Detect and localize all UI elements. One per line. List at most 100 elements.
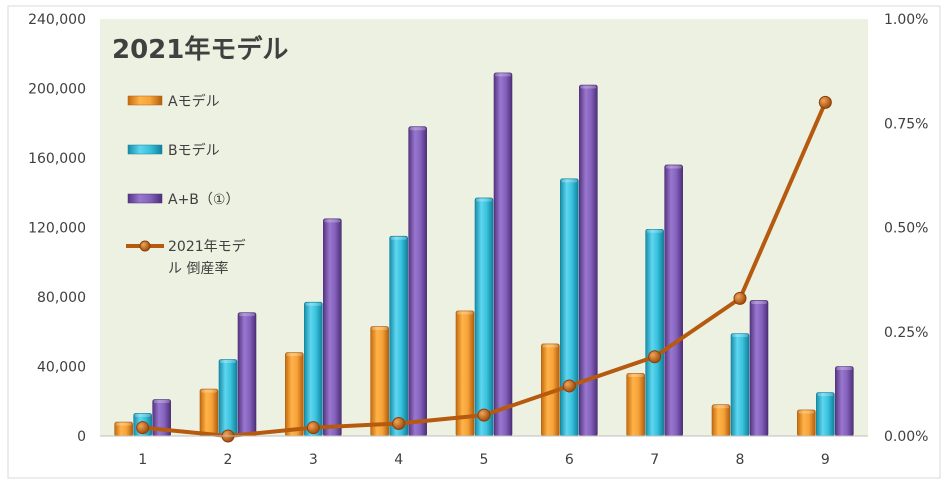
bar-a-body [370,326,389,437]
legend: Aモデル Bモデル A+B（①） 2021年モデ ル 倒産率 [126,93,246,277]
right-tick-label: 1.00% [884,12,928,28]
bar-b [645,228,664,437]
bar-b-body [474,197,494,437]
bar-ab [408,126,427,437]
bar-b-body [560,178,579,437]
x-tick-label: 1 [138,452,147,468]
bar-a [797,409,816,437]
bar-ab-highlight [239,313,255,317]
bar-ab-body [493,72,513,437]
bar-ab-highlight [751,300,767,304]
left-axis: 0 40,000 80,000 120,000 160,000 200,000 240,00… [28,12,86,445]
bar-ab-highlight [495,73,511,77]
bar-a-body [797,409,816,437]
bar-a [114,421,133,437]
bar-a-body [199,388,219,437]
bar-ab [749,300,769,437]
x-tick-label: 7 [650,452,659,468]
bar-ab-highlight [836,367,853,370]
bar-b-highlight [134,413,151,417]
left-tick-label: 120,000 [28,221,86,237]
x-tick-label: 4 [394,452,403,468]
x-tick-label: 5 [480,452,489,468]
bar-b [304,301,323,437]
x-axis: 1 2 3 4 5 6 7 8 9 [138,452,830,468]
bar-a [711,404,731,437]
line-point [562,379,576,393]
legend-label-line-2: ル 倒産率 [168,260,228,277]
bar-ab [237,312,257,437]
legend-label-ab: A+B（①） [168,192,239,208]
legend-swatch-b [127,144,163,155]
x-tick-label: 2 [224,452,233,468]
bar-b-highlight [390,236,407,240]
bar-a [285,352,304,437]
bar-a-highlight [371,327,388,331]
bar-b-highlight [476,198,492,202]
bar-b-highlight [646,229,663,233]
bar-b-highlight [305,302,322,306]
bar-ab-body [408,126,427,437]
bar-b-highlight [220,360,236,364]
bar-b-body [645,228,664,437]
legend-label-a: Aモデル [168,93,220,110]
bar-b-body [304,301,323,437]
bar-ab-body [237,312,257,437]
bar-b [560,178,579,437]
line-point [648,350,662,364]
line-point [818,95,832,109]
left-tick-label: 80,000 [37,290,86,306]
line-point [306,421,320,435]
bar-ab-body [323,218,342,437]
bar-a-highlight [115,422,132,426]
bar-b [816,392,835,437]
x-tick-label: 8 [736,452,745,468]
bar-b-body [816,392,835,437]
bar-a [626,373,645,437]
legend-swatch-ab [127,193,163,204]
legend-swatch-a [127,95,163,106]
bar-ab [493,72,513,437]
bar-ab-highlight [409,127,426,131]
bar-a-highlight [798,410,815,414]
bar-a-highlight [201,389,217,393]
bar-ab-body [749,300,769,437]
bar-a-highlight [713,405,729,409]
legend-label-line-1: 2021年モデ [168,238,246,255]
right-axis: 0.00% 0.25% 0.50% 0.75% 1.00% [884,12,928,445]
bar-a-body [285,352,304,437]
line-series [136,95,832,443]
line-point [477,408,491,422]
bar-a-highlight [286,353,303,357]
right-tick-label: 0.50% [884,221,928,237]
bar-ab-highlight [153,400,170,404]
line-point [733,291,747,305]
x-tick-label: 3 [309,452,318,468]
right-tick-label: 0.00% [884,429,928,445]
bar-b-highlight [817,393,834,397]
bar-a-highlight [457,311,473,315]
bar-a [199,388,219,437]
bar-ab-body [835,366,854,437]
bar-b-body [730,333,750,437]
bar-ab-highlight [324,219,341,223]
bar-b-highlight [561,179,578,183]
bar-a-body [711,404,731,437]
bar-ab [664,164,683,437]
left-tick-label: 200,000 [28,82,86,98]
bar-b-body [389,235,408,437]
x-tick-label: 9 [821,452,830,468]
bar-ab-body [664,164,683,437]
left-tick-label: 160,000 [28,151,86,167]
bar-a-highlight [542,344,559,348]
bar-b [474,197,494,437]
chart-title: 2021年モデル [112,34,288,65]
bar-ab [835,366,854,437]
bar-b-highlight [732,333,748,337]
right-tick-label: 0.75% [884,116,928,132]
bar-a [370,326,389,437]
left-tick-label: 40,000 [37,360,86,376]
bar-b-body [218,359,238,437]
